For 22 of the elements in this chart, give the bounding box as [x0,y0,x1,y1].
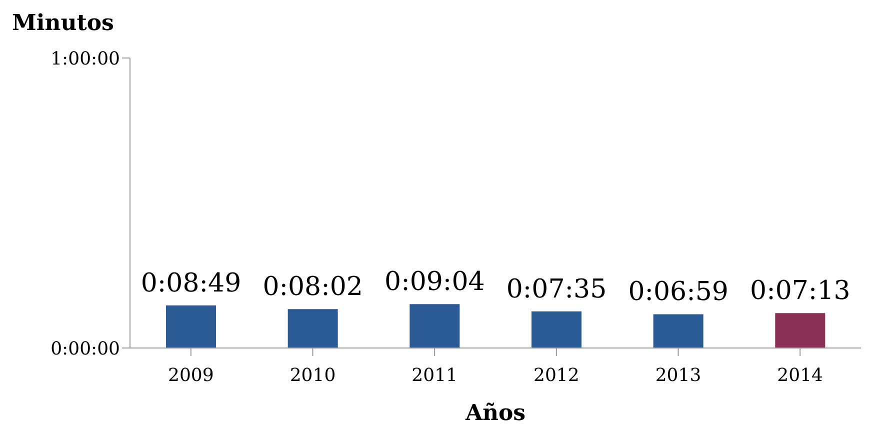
bar [410,304,460,348]
y-tick-label: 1:00:00 [50,48,120,70]
bar [653,314,704,348]
x-axis-title: Años [464,400,527,426]
bar [288,309,338,348]
data-label: 0:06:59 [628,277,728,308]
bar [532,311,582,348]
x-tick-label: 2010 [290,364,336,386]
x-tick-label: 2011 [412,364,458,386]
bar [166,305,216,348]
data-label: 0:09:04 [384,267,485,298]
x-tick-label: 2009 [168,364,214,386]
x-tick-label: 2012 [534,364,580,386]
x-tick-label: 2014 [777,364,823,386]
data-label: 0:08:02 [262,272,363,302]
bar [775,313,826,348]
y-tick-label: 0:00:00 [50,338,120,360]
data-label: 0:07:13 [750,276,850,306]
x-tick-label: 2013 [655,364,702,386]
data-label: 0:07:35 [506,274,607,304]
data-label: 0:08:49 [140,268,242,298]
y-axis-title: Minutos [12,10,114,36]
